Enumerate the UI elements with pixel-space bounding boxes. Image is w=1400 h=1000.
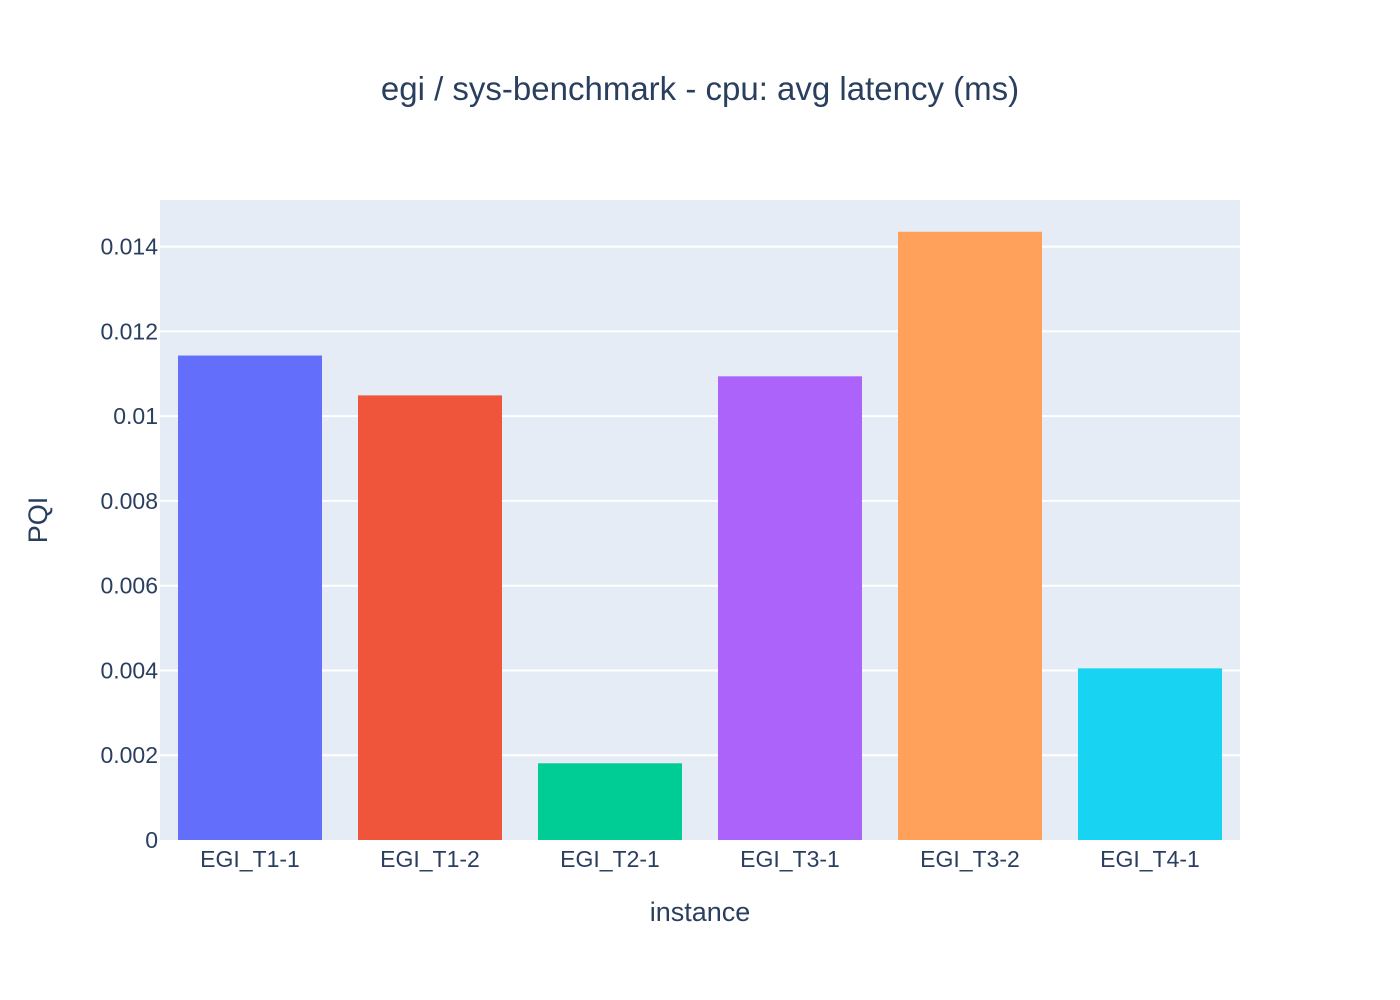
x-tick-label: EGI_T3-1 xyxy=(740,846,840,872)
y-tick-label: 0.002 xyxy=(100,742,158,768)
chart-title: egi / sys-benchmark - cpu: avg latency (… xyxy=(381,70,1019,107)
x-axis-title: instance xyxy=(650,897,751,927)
x-tick-label: EGI_T2-1 xyxy=(560,846,660,872)
x-axis-ticks: EGI_T1-1 EGI_T1-2 EGI_T2-1 EGI_T3-1 EGI_T3-2… xyxy=(200,846,1200,872)
y-tick-label: 0.012 xyxy=(100,318,158,344)
y-axis-ticks: 0 0.002 0.004 0.006 0.008 0.01 0.012 0.014 xyxy=(100,234,158,853)
bar-egi-t3-1 xyxy=(718,376,862,840)
bar-egi-t1-1 xyxy=(178,355,322,840)
y-tick-label: 0 xyxy=(145,827,158,853)
y-tick-label: 0.006 xyxy=(100,573,158,599)
bar-egi-t2-1 xyxy=(538,763,682,840)
y-tick-label: 0.008 xyxy=(100,488,158,514)
bars xyxy=(178,231,1222,840)
y-tick-label: 0.004 xyxy=(100,657,158,683)
x-tick-label: EGI_T1-2 xyxy=(380,846,480,872)
y-tick-label: 0.01 xyxy=(113,403,158,429)
bar-egi-t3-2 xyxy=(898,231,1042,840)
y-tick-label: 0.014 xyxy=(100,234,158,260)
bar-egi-t1-2 xyxy=(358,395,502,840)
x-tick-label: EGI_T3-2 xyxy=(920,846,1020,872)
x-tick-label: EGI_T4-1 xyxy=(1100,846,1200,872)
bar-egi-t4-1 xyxy=(1078,668,1222,840)
plot-area xyxy=(160,200,1240,840)
y-axis-title: PQI xyxy=(23,497,53,544)
x-tick-label: EGI_T1-1 xyxy=(200,846,300,872)
gridlines xyxy=(160,245,1240,757)
